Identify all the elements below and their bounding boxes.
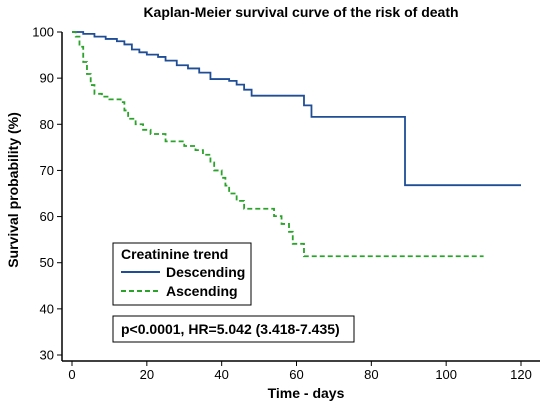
plot-area: 0 20 40 60 80 100 120 30 40 50 60 70 80 90 100 — [32, 25, 540, 382]
x-tick-label: 40 — [214, 367, 228, 382]
x-axis-title: Time - days — [268, 385, 345, 401]
y-tick-label: 30 — [40, 348, 54, 363]
stats-annotation-text: p<0.0001, HR=5.042 (3.418-7.435) — [121, 321, 340, 337]
y-tick-label: 90 — [40, 71, 54, 86]
series-layer — [72, 31, 521, 258]
x-tick-label: 120 — [510, 367, 532, 382]
x-axis-ticks: 0 20 40 60 80 100 120 — [68, 361, 532, 382]
legend: Creatinine trend Descending Ascending — [112, 242, 252, 306]
legend-title: Creatinine trend — [121, 246, 228, 262]
stats-annotation: p<0.0001, HR=5.042 (3.418-7.435) — [112, 315, 355, 343]
y-tick-label: 100 — [32, 25, 54, 40]
legend-label-ascending: Ascending — [166, 283, 238, 299]
y-axis-ticks: 30 40 50 60 70 80 90 100 — [32, 25, 62, 363]
x-tick-label: 20 — [140, 367, 154, 382]
y-tick-label: 40 — [40, 301, 54, 316]
legend-label-descending: Descending — [166, 264, 245, 280]
series-line-descending — [72, 31, 521, 187]
x-tick-label: 60 — [289, 367, 303, 382]
y-tick-label: 50 — [40, 255, 54, 270]
y-axis-title: Survival probability (%) — [5, 112, 21, 268]
stats-annotation-box — [112, 315, 355, 343]
y-tick-label: 70 — [40, 163, 54, 178]
legend-box — [112, 242, 252, 306]
series-line-ascending — [72, 31, 484, 258]
y-tick-label: 80 — [40, 117, 54, 132]
x-tick-label: 80 — [364, 367, 378, 382]
x-tick-label: 0 — [68, 367, 75, 382]
x-tick-label: 100 — [435, 367, 457, 382]
chart-title: Kaplan-Meier survival curve of the risk … — [143, 4, 458, 20]
y-tick-label: 60 — [40, 209, 54, 224]
